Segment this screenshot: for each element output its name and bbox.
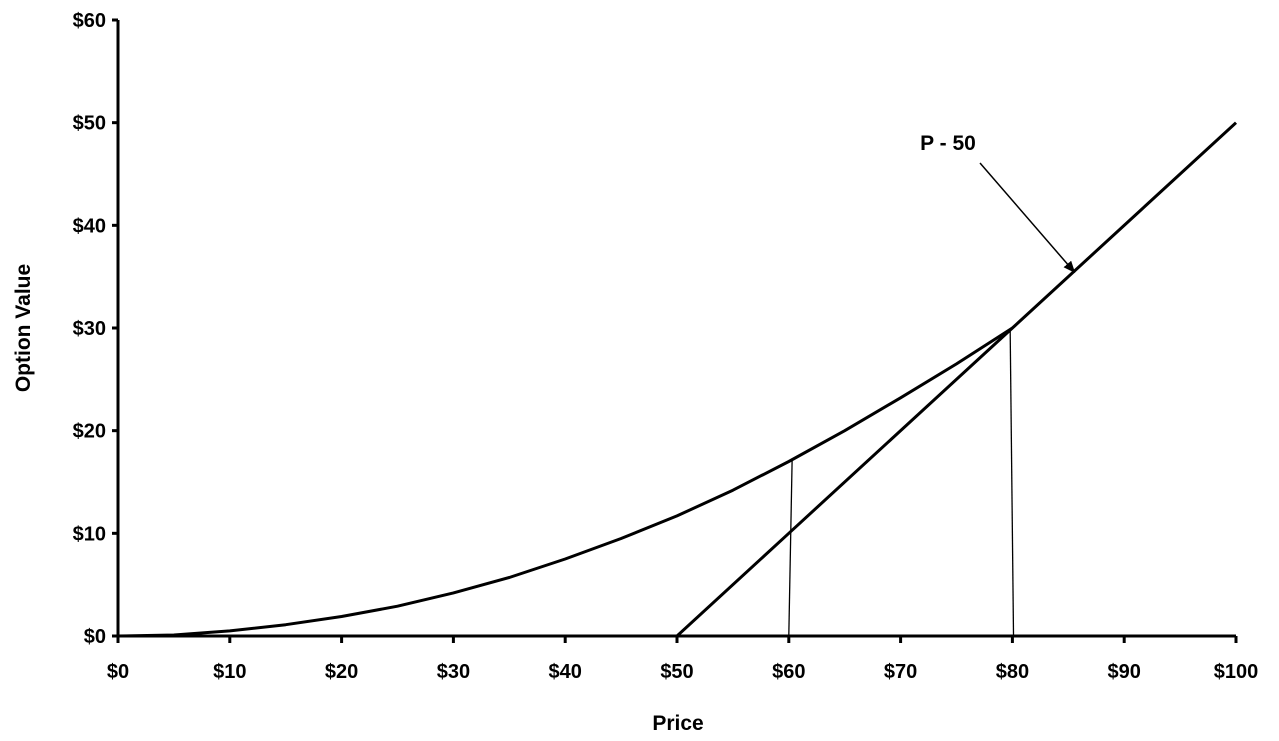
y-tick-label: $60 — [73, 10, 106, 32]
x-axis-title: Price — [652, 712, 703, 735]
x-tick-label: $80 — [996, 661, 1029, 683]
x-tick-label: $30 — [437, 661, 470, 683]
intrinsic-value-line — [675, 121, 1238, 638]
y-tick-label: $50 — [73, 113, 106, 135]
x-tick-label: $10 — [213, 661, 246, 683]
drop-line-80 — [1009, 330, 1015, 637]
y-tick-label: $20 — [73, 421, 106, 443]
drop-line-60 — [788, 458, 793, 637]
x-tick-label: $50 — [660, 661, 693, 683]
option-value-curve — [117, 326, 1014, 638]
y-tick-label: $40 — [73, 215, 106, 237]
annotation-arrow — [979, 162, 1076, 274]
x-tick-label: $0 — [107, 661, 129, 683]
x-tick-label: $90 — [1108, 661, 1141, 683]
y-tick-label: $0 — [84, 626, 106, 648]
x-tick-label: $40 — [549, 661, 582, 683]
x-tick-label: $60 — [772, 661, 805, 683]
x-tick-label: $70 — [884, 661, 917, 683]
y-tick-label: $30 — [73, 318, 106, 340]
x-tick-label: $20 — [325, 661, 358, 683]
annotation-label: P - 50 — [920, 132, 976, 155]
y-tick-label: $10 — [73, 523, 106, 545]
y-axis-title: Option Value — [12, 264, 35, 392]
x-tick-label: $100 — [1214, 661, 1259, 683]
